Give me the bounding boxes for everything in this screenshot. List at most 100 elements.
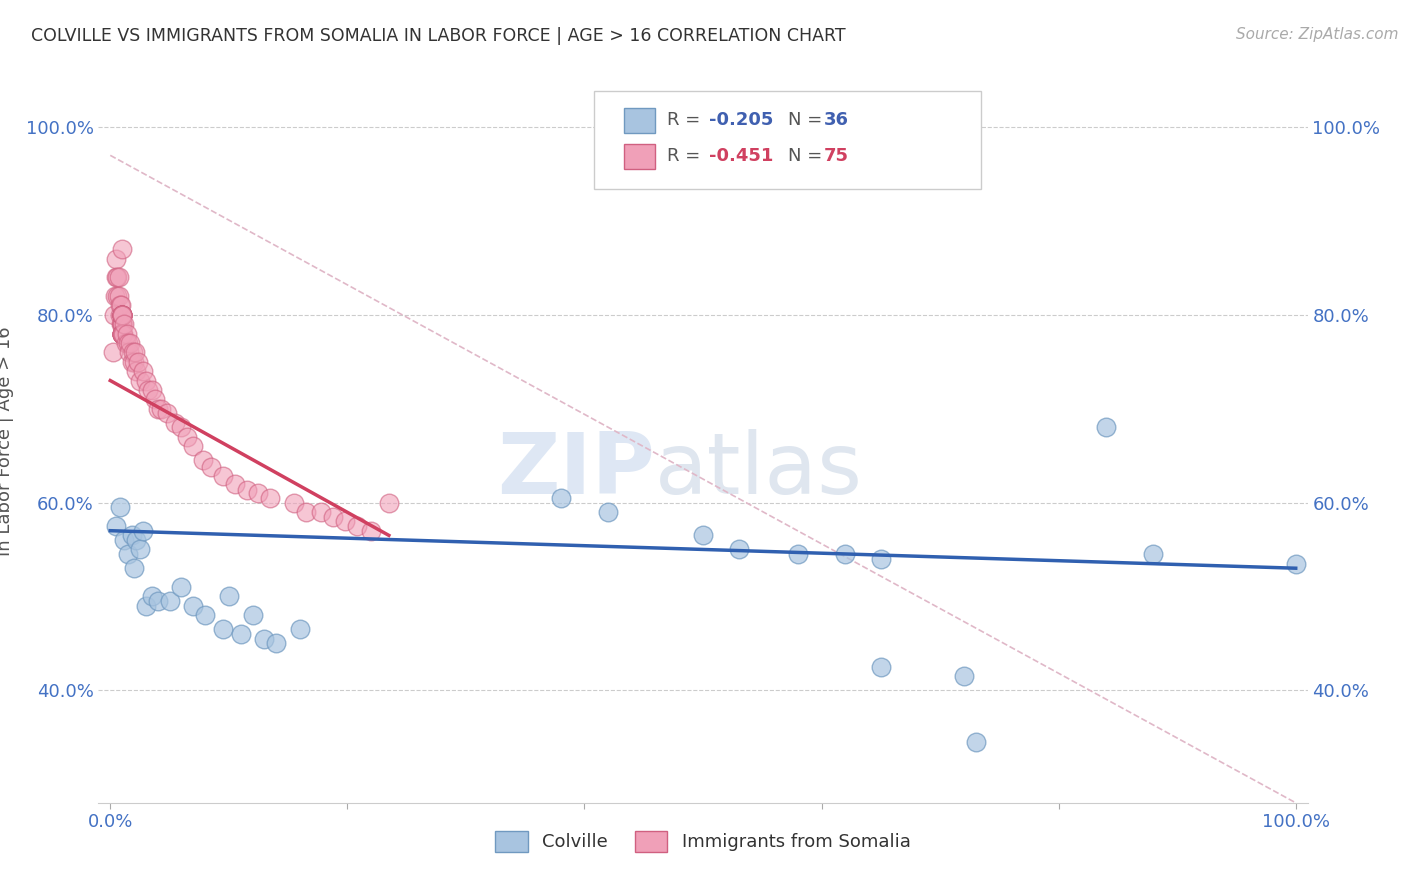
Point [311,505,333,519]
FancyBboxPatch shape [624,144,655,169]
Point [117,547,139,561]
Point [143,392,166,407]
Point [117,336,139,351]
Point [105,270,128,285]
Point [146,401,169,416]
Text: 75: 75 [824,147,849,165]
Point [125,533,148,547]
Point [101,345,124,359]
Point [125,364,148,378]
Point [121,345,143,359]
Text: N =: N = [787,147,828,165]
Point [111,308,134,322]
Point [333,514,356,528]
Point [111,308,134,322]
Point [598,505,620,519]
Point [1142,547,1164,561]
Point [111,326,134,341]
Point [110,298,132,312]
Point [114,336,136,351]
Point [218,590,240,604]
Point [212,622,235,636]
Point [360,524,382,538]
Point [111,308,134,322]
Point [259,491,281,505]
Point [105,519,128,533]
Point [136,383,159,397]
Point [194,608,217,623]
Point [170,580,193,594]
Point [111,326,134,341]
Point [869,659,891,673]
Point [121,355,143,369]
Point [103,308,125,322]
Point [111,326,134,341]
Point [159,594,181,608]
Point [105,252,128,266]
Point [132,524,155,538]
Text: -0.205: -0.205 [709,111,773,129]
Point [115,326,138,341]
Point [253,632,276,646]
Point [105,289,128,303]
Point [727,542,749,557]
Point [176,430,198,444]
Point [181,439,204,453]
Point [111,308,134,322]
Point [111,326,134,341]
Text: ZIP: ZIP [496,429,655,512]
Point [322,509,344,524]
Point [1285,557,1308,571]
Point [191,453,214,467]
FancyBboxPatch shape [595,91,981,189]
Point [141,590,163,604]
Point [127,355,149,369]
Point [170,420,193,434]
Point [111,318,134,332]
Point [105,270,128,285]
Point [124,345,146,359]
Point [235,483,257,498]
Point [181,599,204,613]
Point [156,406,179,420]
Text: R =: R = [666,111,706,129]
Point [378,495,401,509]
Point [165,416,187,430]
Point [107,270,129,285]
Point [150,401,173,416]
Point [247,486,270,500]
Point [135,374,157,388]
Point [200,459,222,474]
Y-axis label: In Labor Force | Age > 16: In Labor Force | Age > 16 [0,326,14,557]
Point [110,318,132,332]
Point [550,491,572,505]
Point [288,622,311,636]
Point [111,308,134,322]
Text: -0.451: -0.451 [709,147,773,165]
Point [111,326,134,341]
Point [264,636,287,650]
Point [111,242,134,256]
Point [834,547,856,561]
Point [786,547,808,561]
Text: Source: ZipAtlas.com: Source: ZipAtlas.com [1236,27,1399,42]
Point [146,594,169,608]
Point [108,500,131,515]
Point [104,289,127,303]
Point [135,599,157,613]
Point [692,528,714,542]
Point [108,298,131,312]
Point [1095,420,1118,434]
Point [114,318,136,332]
Text: atlas: atlas [655,429,863,512]
Point [118,345,141,359]
Point [132,364,155,378]
Point [283,495,305,509]
Point [229,627,252,641]
Point [111,308,134,322]
Point [111,318,134,332]
Point [111,318,134,332]
Point [111,308,134,322]
Point [111,308,134,322]
Point [112,326,135,341]
